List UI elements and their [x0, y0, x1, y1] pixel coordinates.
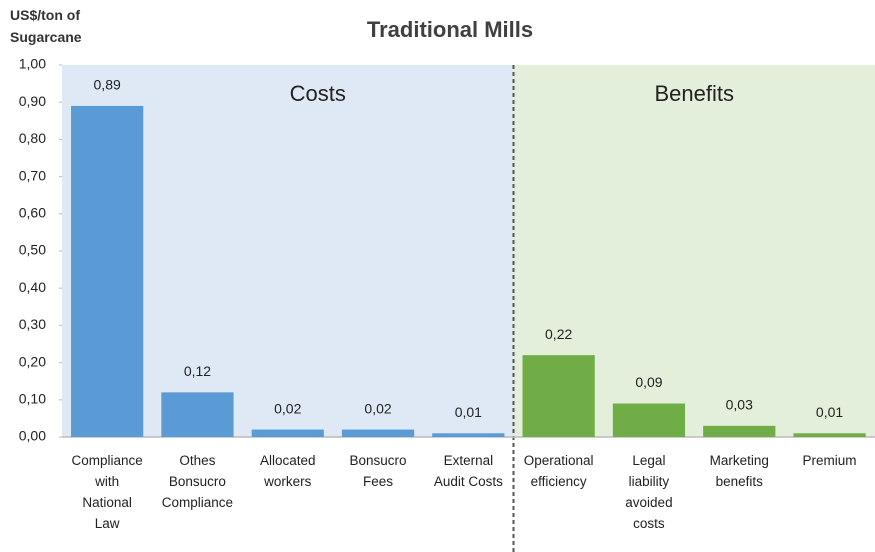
- data-label: 0,89: [94, 77, 121, 93]
- y-tick-label: 0,00: [19, 428, 46, 444]
- x-tick-label: Marketing benefits: [709, 453, 769, 489]
- y-tick-label: 0,40: [19, 279, 46, 295]
- x-tick-label: Legal liability avoided costs: [625, 453, 673, 531]
- chart-title: Traditional Mills: [367, 17, 533, 42]
- y-tick-label: 0,20: [19, 353, 46, 369]
- annotation: Benefits: [655, 81, 735, 106]
- y-tick-label: 0,80: [19, 130, 46, 146]
- bar: [341, 429, 415, 437]
- bar: [612, 403, 686, 437]
- data-label: 0,12: [184, 363, 211, 379]
- y-tick-label: 0,70: [19, 167, 46, 183]
- y-tick-label: 0,90: [19, 93, 46, 109]
- y-tick-label: 0,60: [19, 205, 46, 221]
- bar: [793, 433, 866, 437]
- annotation: Costs: [290, 81, 346, 106]
- x-tick-label: External Audit Costs: [433, 453, 503, 489]
- x-tick-label: Allocated workers: [259, 453, 316, 489]
- x-tick-label: Compliance with National Law: [71, 453, 143, 531]
- data-label: 0,02: [274, 400, 301, 416]
- y-axis-label: US$/ton of Sugarcane: [10, 7, 82, 45]
- x-tick-label: Operational efficiency: [523, 453, 594, 489]
- y-tick-label: 0,30: [19, 316, 46, 332]
- y-tick-label: 1,00: [19, 56, 46, 72]
- x-tick-label: Premium: [802, 453, 857, 468]
- bar: [703, 425, 776, 437]
- bar: [71, 105, 144, 438]
- backgrounds: [62, 65, 875, 437]
- data-label: 0,01: [816, 404, 843, 420]
- y-tick-label: 0,50: [19, 242, 46, 258]
- x-tick-label: Bonsucro Fees: [349, 453, 407, 489]
- bar: [251, 429, 324, 437]
- bar: [161, 392, 234, 437]
- x-tick-label: Othes Bonsucro Compliance: [161, 453, 234, 510]
- bar: [522, 355, 595, 437]
- data-label: 0,02: [364, 400, 391, 416]
- data-label: 0,09: [635, 374, 662, 390]
- y-tick-label: 0,10: [19, 391, 46, 407]
- bar: [432, 433, 505, 437]
- data-label: 0,22: [545, 326, 572, 342]
- data-label: 0,03: [726, 397, 753, 413]
- data-label: 0,01: [455, 404, 482, 420]
